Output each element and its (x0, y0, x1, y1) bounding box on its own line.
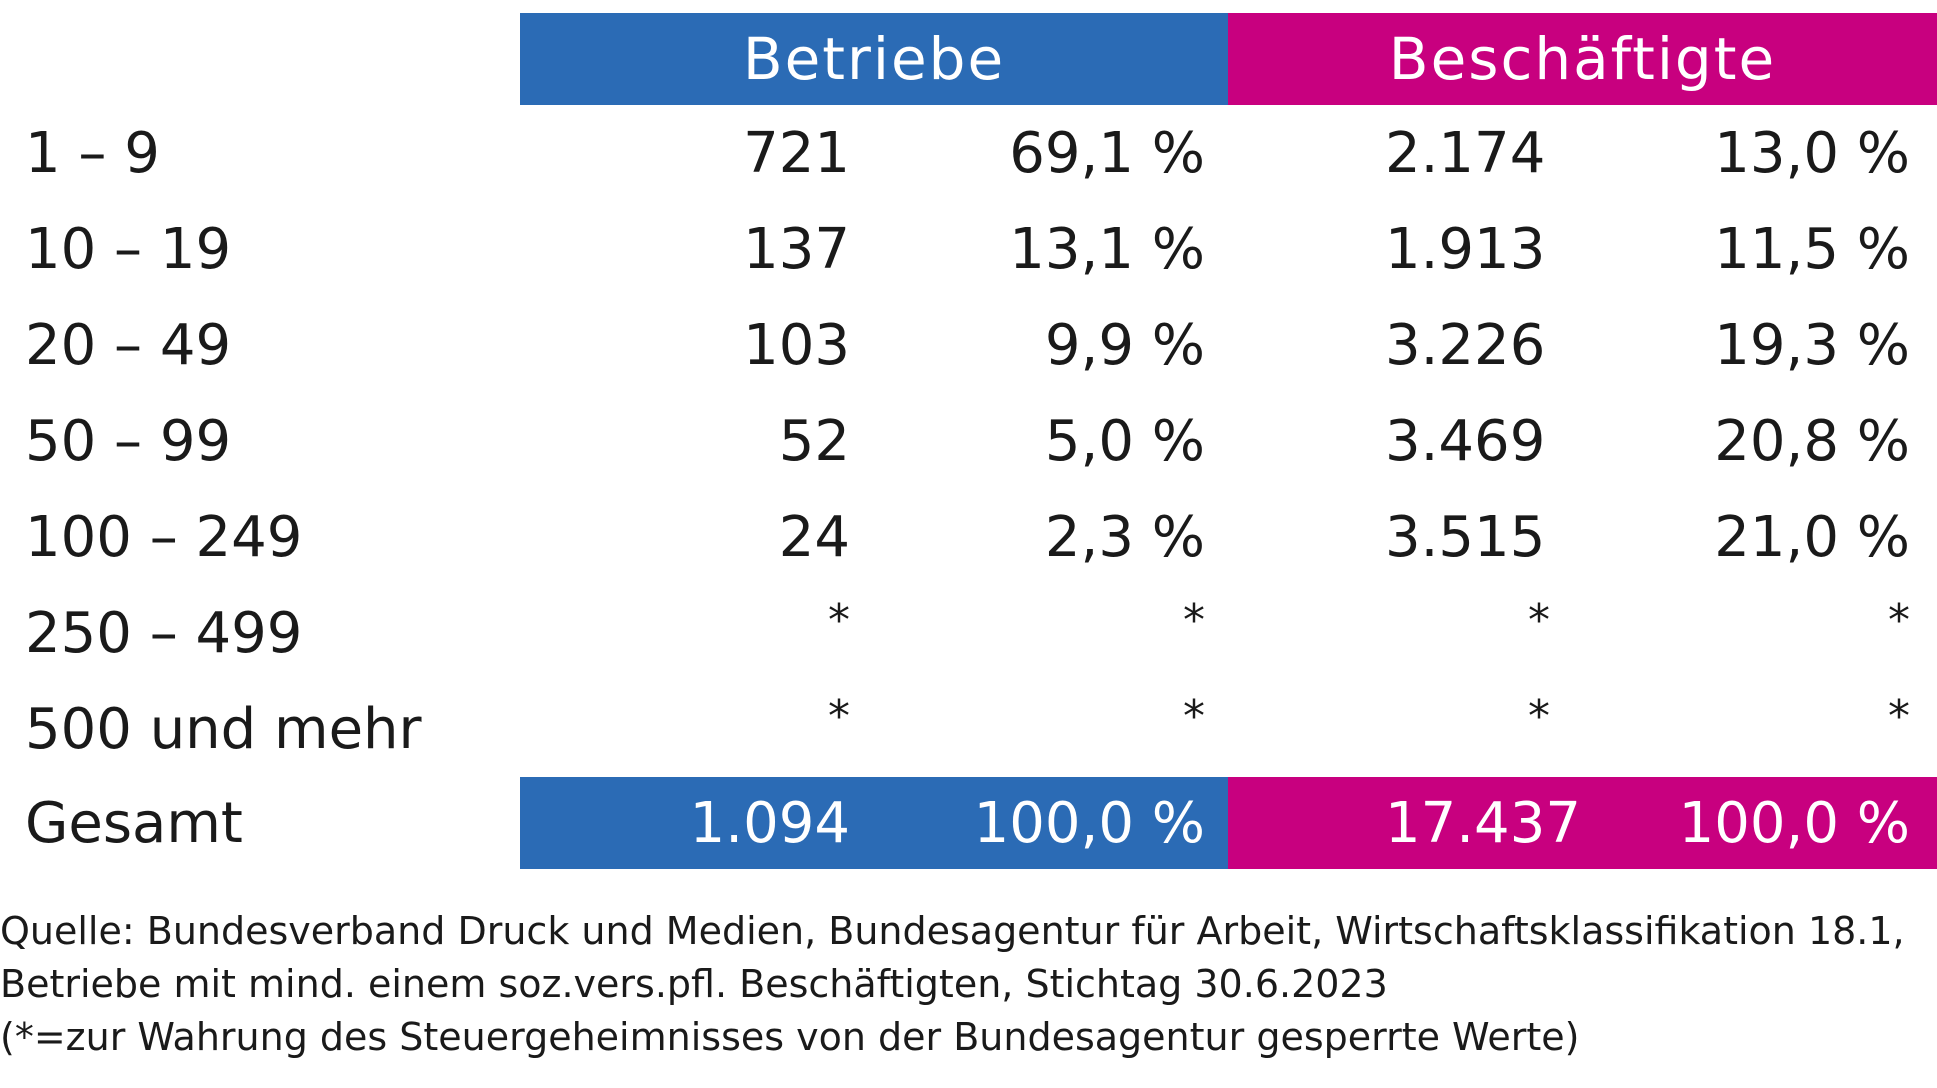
statistics-table: Betriebe Beschäftigte 1 – 9 721 69,1 % 2… (0, 13, 1937, 869)
beschaeftigte-count: 1.913 (1385, 216, 1546, 282)
beschaeftigte-count: * (1528, 595, 1550, 646)
row-label: 10 – 19 (25, 216, 232, 282)
betriebe-count: 52 (778, 408, 850, 474)
source-line: Quelle: Bundesverband Druck und Medien, … (0, 909, 1905, 953)
source-notes: Quelle: Bundesverband Druck und Medien, … (0, 905, 1937, 1064)
table-row: 100 – 249 24 2,3 % 3.515 21,0 % (0, 489, 1937, 585)
row-label: 20 – 49 (25, 312, 232, 378)
scope-line: Betriebe mit mind. einem soz.vers.pfl. B… (0, 962, 1388, 1006)
beschaeftigte-count: 2.174 (1385, 120, 1546, 186)
beschaeftigte-percent: 19,3 % (1714, 312, 1910, 378)
beschaeftigte-percent: 21,0 % (1714, 504, 1910, 570)
betriebe-count: 103 (743, 312, 850, 378)
total-betriebe-count: 1.094 (689, 790, 850, 856)
header-beschaeftigte: Beschäftigte (1228, 13, 1937, 105)
betriebe-percent: 2,3 % (1044, 504, 1205, 570)
table-total-row: Gesamt 1.094 100,0 % 17.437 100,0 % (0, 777, 1937, 869)
footnote-line: (*=zur Wahrung des Steuergeheimnisses vo… (0, 1015, 1580, 1059)
beschaeftigte-count: 3.515 (1385, 504, 1546, 570)
total-betriebe-percent: 100,0 % (973, 790, 1205, 856)
betriebe-percent: * (1183, 691, 1205, 742)
beschaeftigte-percent: * (1888, 691, 1910, 742)
betriebe-count: 24 (778, 504, 850, 570)
beschaeftigte-percent: 11,5 % (1714, 216, 1910, 282)
beschaeftigte-count: * (1528, 691, 1550, 742)
beschaeftigte-percent: 20,8 % (1714, 408, 1910, 474)
row-label: 1 – 9 (25, 120, 160, 186)
table-row: 20 – 49 103 9,9 % 3.226 19,3 % (0, 297, 1937, 393)
total-beschaeftigte-percent: 100,0 % (1678, 790, 1910, 856)
beschaeftigte-count: 3.226 (1385, 312, 1546, 378)
table-row: 500 und mehr * * * * (0, 681, 1937, 777)
betriebe-percent: 13,1 % (1009, 216, 1205, 282)
betriebe-count: 137 (743, 216, 850, 282)
row-label: 100 – 249 (25, 504, 303, 570)
total-beschaeftigte-count: 17.437 (1385, 790, 1581, 856)
betriebe-percent: 69,1 % (1009, 120, 1205, 186)
total-band-beschaeftigte (1228, 777, 1937, 869)
table-row: 250 – 499 * * * * (0, 585, 1937, 681)
betriebe-percent: 9,9 % (1044, 312, 1205, 378)
betriebe-count: 721 (743, 120, 850, 186)
row-label: 500 und mehr (25, 696, 422, 762)
table-row: 50 – 99 52 5,0 % 3.469 20,8 % (0, 393, 1937, 489)
betriebe-count: * (828, 691, 850, 742)
table-row: 1 – 9 721 69,1 % 2.174 13,0 % (0, 105, 1937, 201)
betriebe-count: * (828, 595, 850, 646)
row-label: 250 – 499 (25, 600, 303, 666)
beschaeftigte-count: 3.469 (1385, 408, 1546, 474)
row-label: 50 – 99 (25, 408, 232, 474)
table-row: 10 – 19 137 13,1 % 1.913 11,5 % (0, 201, 1937, 297)
total-label: Gesamt (25, 790, 243, 856)
betriebe-percent: * (1183, 595, 1205, 646)
total-band-betriebe (520, 777, 1228, 869)
table-header-row: Betriebe Beschäftigte (0, 13, 1937, 105)
header-betriebe: Betriebe (520, 13, 1228, 105)
betriebe-percent: 5,0 % (1044, 408, 1205, 474)
beschaeftigte-percent: * (1888, 595, 1910, 646)
beschaeftigte-percent: 13,0 % (1714, 120, 1910, 186)
